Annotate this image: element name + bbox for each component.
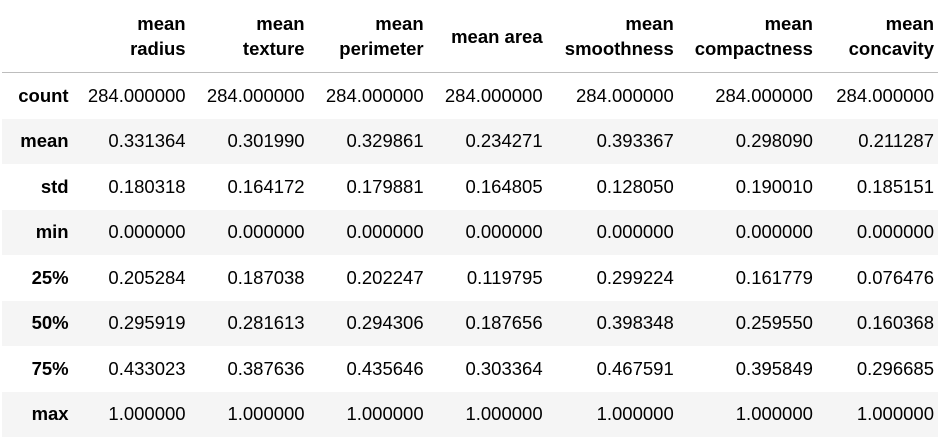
table-cell: 0.076476	[817, 255, 938, 301]
table-cell: 0.179881	[309, 164, 428, 210]
table-cell: 0.187038	[190, 255, 309, 301]
table-cell: 284.000000	[678, 73, 817, 119]
row-label: min	[2, 210, 73, 256]
row-label: 25%	[2, 255, 73, 301]
table-cell: 0.190010	[678, 164, 817, 210]
table-cell: 0.000000	[428, 210, 547, 256]
row-label: 50%	[2, 301, 73, 347]
table-cell: 0.000000	[309, 210, 428, 256]
table-cell: 0.298090	[678, 119, 817, 165]
table-cell: 0.180318	[73, 164, 190, 210]
column-header-text: concavity	[821, 36, 934, 61]
table-cell: 284.000000	[547, 73, 678, 119]
table-cell: 0.331364	[73, 119, 190, 165]
column-header-text: mean area	[432, 24, 543, 49]
table-cell: 0.164805	[428, 164, 547, 210]
table-cell: 0.185151	[817, 164, 938, 210]
table-cell: 0.329861	[309, 119, 428, 165]
table-cell: 1.000000	[547, 392, 678, 437]
table-cell: 1.000000	[73, 392, 190, 437]
table-cell: 0.205284	[73, 255, 190, 301]
table-cell: 0.299224	[547, 255, 678, 301]
row-label: count	[2, 73, 73, 119]
table-cell: 0.259550	[678, 301, 817, 347]
table-cell: 0.433023	[73, 346, 190, 392]
column-header: mean area	[428, 0, 547, 73]
index-header	[2, 0, 73, 73]
table-cell: 0.467591	[547, 346, 678, 392]
table-cell: 0.301990	[190, 119, 309, 165]
table-cell: 0.398348	[547, 301, 678, 347]
table-cell: 284.000000	[309, 73, 428, 119]
table-cell: 284.000000	[190, 73, 309, 119]
column-header-text: radius	[77, 36, 186, 61]
table-cell: 0.393367	[547, 119, 678, 165]
row-label: 75%	[2, 346, 73, 392]
table-cell: 0.395849	[678, 346, 817, 392]
table-cell: 0.000000	[817, 210, 938, 256]
table-cell: 0.296685	[817, 346, 938, 392]
column-header-text: mean	[821, 11, 934, 36]
table-cell: 0.211287	[817, 119, 938, 165]
table-cell: 1.000000	[817, 392, 938, 437]
table-cell: 0.303364	[428, 346, 547, 392]
table-cell: 0.000000	[190, 210, 309, 256]
table-cell: 0.281613	[190, 301, 309, 347]
table-cell: 0.187656	[428, 301, 547, 347]
table-cell: 0.000000	[678, 210, 817, 256]
table-cell: 1.000000	[678, 392, 817, 437]
table-cell: 284.000000	[428, 73, 547, 119]
table-cell: 284.000000	[73, 73, 190, 119]
table-cell: 1.000000	[190, 392, 309, 437]
column-header-text: compactness	[682, 36, 813, 61]
row-label: std	[2, 164, 73, 210]
column-header-text: mean	[77, 11, 186, 36]
table-cell: 0.435646	[309, 346, 428, 392]
column-header-text: perimeter	[313, 36, 424, 61]
table-cell: 0.128050	[547, 164, 678, 210]
table-cell: 0.161779	[678, 255, 817, 301]
column-header-text: mean	[551, 11, 674, 36]
table-cell: 0.294306	[309, 301, 428, 347]
table-cell: 284.000000	[817, 73, 938, 119]
table-cell: 0.119795	[428, 255, 547, 301]
table-cell: 0.160368	[817, 301, 938, 347]
table-cell: 0.234271	[428, 119, 547, 165]
column-header-text: mean	[313, 11, 424, 36]
column-header-text: smoothness	[551, 36, 674, 61]
table-cell: 0.387636	[190, 346, 309, 392]
table-cell: 0.202247	[309, 255, 428, 301]
row-label: mean	[2, 119, 73, 165]
table-cell: 1.000000	[309, 392, 428, 437]
table-cell: 0.000000	[73, 210, 190, 256]
column-header-text: mean	[194, 11, 305, 36]
row-label: max	[2, 392, 73, 437]
table-cell: 0.295919	[73, 301, 190, 347]
column-header-text: texture	[194, 36, 305, 61]
table-cell: 1.000000	[428, 392, 547, 437]
table-cell: 0.000000	[547, 210, 678, 256]
table-cell: 0.164172	[190, 164, 309, 210]
column-header-text: mean	[682, 11, 813, 36]
